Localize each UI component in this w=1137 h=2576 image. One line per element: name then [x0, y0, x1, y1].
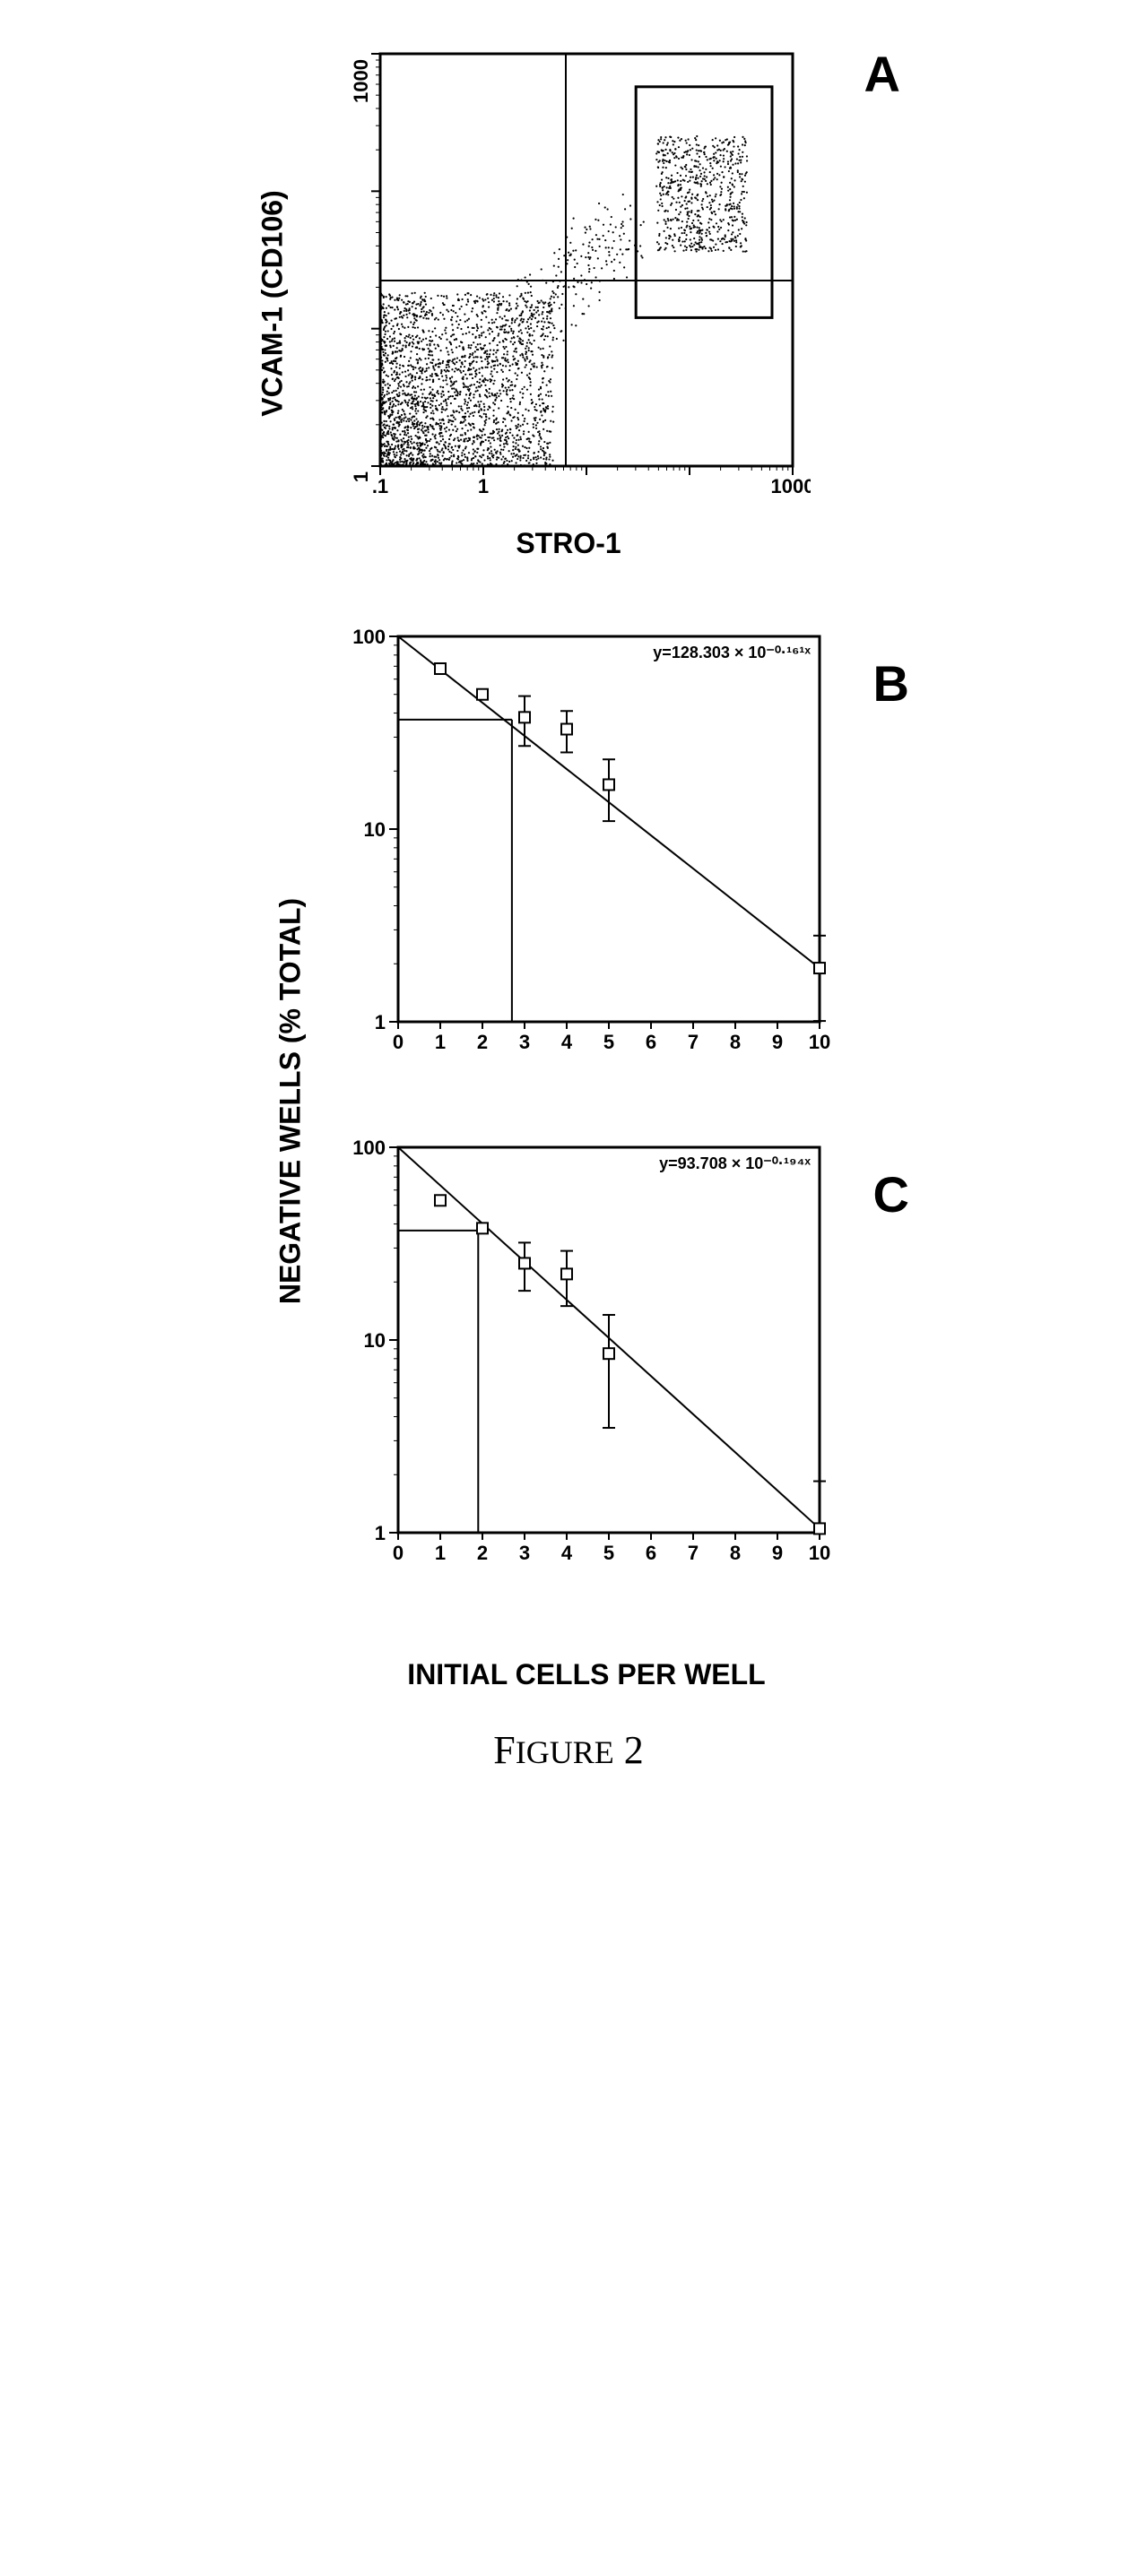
svg-text:1: 1 — [435, 1542, 446, 1564]
svg-text:9: 9 — [772, 1031, 783, 1053]
figure-2: VCAM-1 (CD106) .11100011000 A STRO-1 NEG… — [246, 36, 891, 1773]
panel-b-label: B — [873, 654, 909, 713]
panels-bc-wrap: NEGATIVE WELLS (% TOTAL) 012345678910110… — [246, 618, 891, 1691]
svg-text:9: 9 — [772, 1542, 783, 1564]
svg-text:5: 5 — [603, 1031, 614, 1053]
svg-text:y=128.303 × 10⁻⁰·¹⁶¹ˣ: y=128.303 × 10⁻⁰·¹⁶¹ˣ — [653, 644, 811, 661]
svg-text:0: 0 — [393, 1542, 404, 1564]
svg-text:1: 1 — [435, 1031, 446, 1053]
panel-a-x-label: STRO-1 — [326, 527, 811, 560]
svg-text:3: 3 — [519, 1031, 530, 1053]
panel-a-y-label: VCAM-1 (CD106) — [256, 169, 290, 438]
panel-b-plot: 012345678910110100y=128.303 × 10⁻⁰·¹⁶¹ˣ — [335, 618, 838, 1067]
svg-text:7: 7 — [688, 1031, 699, 1053]
svg-text:10: 10 — [809, 1542, 830, 1564]
svg-text:6: 6 — [646, 1542, 656, 1564]
svg-text:10: 10 — [364, 1329, 386, 1352]
svg-text:8: 8 — [730, 1542, 741, 1564]
panel-b: 012345678910110100y=128.303 × 10⁻⁰·¹⁶¹ˣ … — [246, 618, 891, 1102]
svg-text:10: 10 — [809, 1031, 830, 1053]
panel-a-label: A — [864, 45, 900, 103]
panel-c-plot: 012345678910110100y=93.708 × 10⁻⁰·¹⁹⁴ˣ — [335, 1129, 838, 1578]
svg-text:10: 10 — [364, 818, 386, 841]
svg-text:8: 8 — [730, 1031, 741, 1053]
svg-text:0: 0 — [393, 1031, 404, 1053]
svg-text:6: 6 — [646, 1031, 656, 1053]
svg-text:1: 1 — [375, 1011, 386, 1033]
figure-caption: FIGURE 2 — [246, 1727, 891, 1773]
svg-text:.1: .1 — [372, 475, 388, 497]
panel-a: VCAM-1 (CD106) .11100011000 A STRO-1 — [246, 36, 891, 592]
panels-bc-x-label: INITIAL CELLS PER WELL — [335, 1658, 838, 1691]
panel-c: 012345678910110100y=93.708 × 10⁻⁰·¹⁹⁴ˣ C — [246, 1129, 891, 1631]
svg-text:1: 1 — [375, 1522, 386, 1544]
svg-text:2: 2 — [477, 1031, 488, 1053]
svg-text:2: 2 — [477, 1542, 488, 1564]
panel-a-plot: .11100011000 — [326, 36, 811, 520]
svg-text:1: 1 — [478, 475, 489, 497]
svg-text:100: 100 — [352, 626, 386, 648]
svg-text:100: 100 — [352, 1137, 386, 1159]
svg-text:1: 1 — [350, 471, 372, 482]
svg-text:1000: 1000 — [771, 475, 811, 497]
svg-text:5: 5 — [603, 1542, 614, 1564]
svg-text:4: 4 — [561, 1542, 573, 1564]
svg-text:1000: 1000 — [350, 59, 372, 103]
svg-text:4: 4 — [561, 1031, 573, 1053]
svg-text:7: 7 — [688, 1542, 699, 1564]
panel-c-label: C — [873, 1165, 909, 1223]
svg-text:y=93.708 × 10⁻⁰·¹⁹⁴ˣ: y=93.708 × 10⁻⁰·¹⁹⁴ˣ — [659, 1154, 811, 1172]
svg-text:3: 3 — [519, 1542, 530, 1564]
